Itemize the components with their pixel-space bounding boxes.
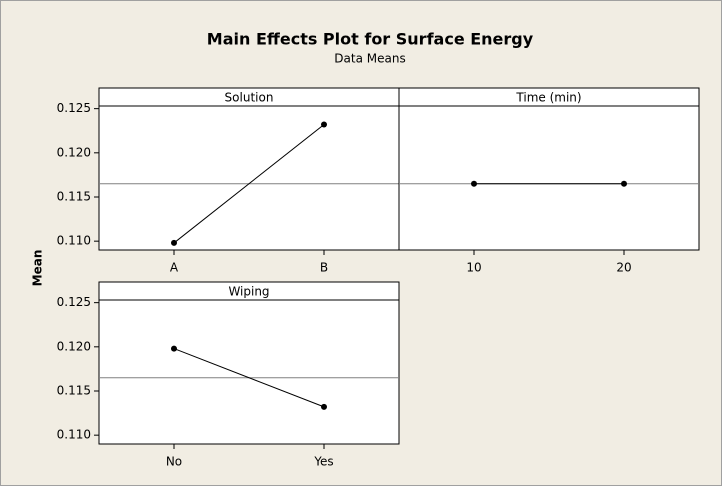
panel-title: Wiping — [228, 285, 269, 299]
chart-title: Main Effects Plot for Surface Energy — [207, 30, 534, 49]
x-tick-label: A — [170, 261, 179, 275]
x-tick-label: Yes — [313, 455, 333, 469]
point — [471, 180, 477, 187]
panel — [98, 87, 400, 251]
point — [621, 180, 627, 187]
y-tick-label: 0.110 — [57, 234, 91, 248]
y-tick-label: 0.110 — [57, 428, 91, 442]
panel — [398, 87, 700, 251]
chart-subtitle: Data Means — [334, 52, 405, 66]
y-tick-label: 0.115 — [57, 383, 91, 397]
x-tick-label: B — [320, 261, 328, 275]
point — [171, 239, 177, 246]
line — [173, 124, 325, 244]
y-tick-label: 0.120 — [57, 339, 91, 353]
y-tick-label: 0.125 — [57, 295, 91, 309]
x-tick-label: No — [166, 455, 182, 469]
y-tick-label: 0.115 — [57, 189, 91, 203]
line — [173, 348, 325, 408]
point — [171, 345, 177, 352]
panel-title: Solution — [225, 91, 274, 105]
y-tick-label: 0.120 — [57, 145, 91, 159]
panel — [98, 281, 400, 445]
x-tick-label: 20 — [616, 261, 631, 275]
point — [321, 403, 327, 410]
panel-title: Time (min) — [515, 91, 581, 105]
y-axis-label: Mean — [31, 250, 45, 287]
y-tick-label: 0.125 — [57, 101, 91, 115]
point — [321, 121, 327, 128]
x-tick-label: 10 — [466, 261, 481, 275]
